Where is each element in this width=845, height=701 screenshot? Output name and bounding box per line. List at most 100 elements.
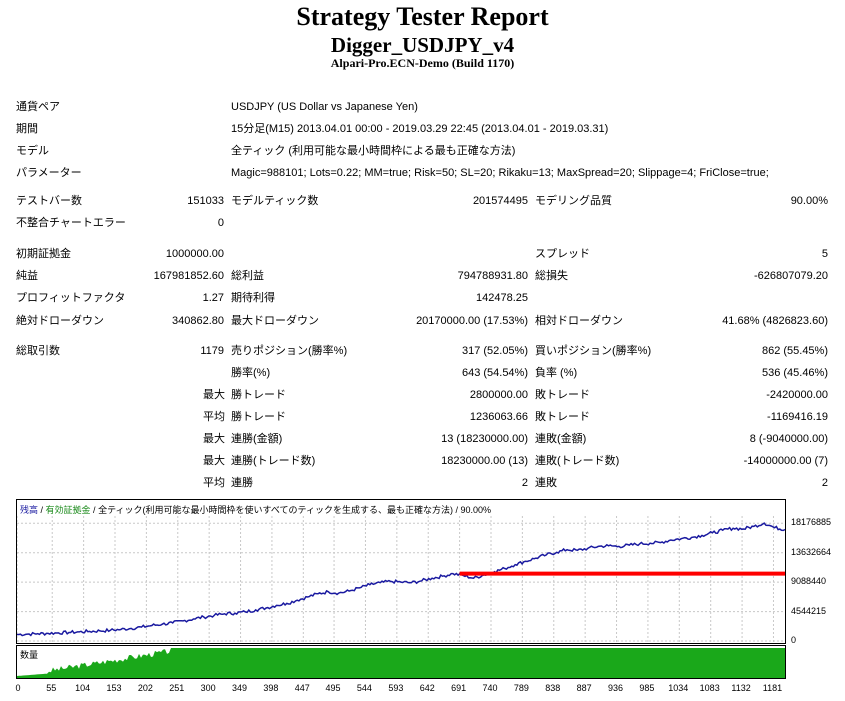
period-value: 15分足(M15) 2013.04.01 00:00 - 2019.03.29 … xyxy=(231,123,609,135)
x-tick-label: 691 xyxy=(451,683,467,693)
model-value: 全ティック (利用可能な最小時間枠による最も正確な方法) xyxy=(231,145,516,157)
report-title: Strategy Tester Report xyxy=(296,2,549,31)
x-tick-label: 495 xyxy=(325,683,341,693)
avg-win-value: 1236063.66 xyxy=(469,411,528,423)
long-label: 買いポジション(勝率%) xyxy=(535,345,652,357)
y-tick-label: 9088440 xyxy=(791,576,827,587)
max-consec-loss-value: -14000000.00 (7) xyxy=(743,455,828,467)
max-dd-label: 最大ドローダウン xyxy=(231,315,319,327)
x-tick-label: 55 xyxy=(46,683,57,693)
max-consec-wins-label: 連勝(金額) xyxy=(231,433,283,445)
legend-equity: 有効証拠金 xyxy=(45,505,91,515)
volume-chart: 数量 xyxy=(16,645,786,679)
avg-win-label: 勝トレード xyxy=(231,411,286,423)
max-consec-profit-label: 連勝(トレード数) xyxy=(231,455,316,467)
x-tick-label: 642 xyxy=(419,683,435,693)
y-tick-label: 13632664 xyxy=(791,546,832,557)
model-label: モデル xyxy=(16,145,49,157)
net-label: 純益 xyxy=(16,270,38,282)
y-tick-label: 18176885 xyxy=(791,517,832,528)
max-consec-wins-value: 13 (18230000.00) xyxy=(441,433,528,445)
x-tick-label: 153 xyxy=(106,683,122,693)
win-label: 勝率(%) xyxy=(231,367,271,379)
max-consec-loss-label: 連敗(トレード数) xyxy=(535,455,620,467)
x-tick-label: 985 xyxy=(639,683,655,693)
ticks-value: 201574495 xyxy=(472,195,528,207)
symbol-label: 通貨ペア xyxy=(16,101,60,113)
largest-win-value: 2800000.00 xyxy=(469,389,528,401)
bars-label: テストバー数 xyxy=(16,195,82,207)
abs-dd-label: 絶対ドローダウン xyxy=(16,315,104,327)
avg-loss-label: 敗トレード xyxy=(535,411,590,423)
pf-value: 1.27 xyxy=(202,292,224,304)
expected-label: 期待利得 xyxy=(231,292,275,304)
max-word: 最大 xyxy=(203,433,225,445)
gross-profit-label: 総利益 xyxy=(231,270,264,282)
max-consec-losses-label: 連敗(金額) xyxy=(535,433,587,445)
deposit-label: 初期証拠金 xyxy=(16,248,71,260)
x-tick-label: 838 xyxy=(545,683,561,693)
avg-word: 平均 xyxy=(203,477,225,489)
legend-balance: 残高 xyxy=(20,505,39,515)
total-label: 総取引数 xyxy=(16,345,60,357)
x-tick-label: 789 xyxy=(513,683,529,693)
avg-loss-value: -1169416.19 xyxy=(767,411,828,423)
x-tick-label: 1083 xyxy=(699,683,720,693)
total-value: 1179 xyxy=(200,345,224,357)
rel-dd-label: 相対ドローダウン xyxy=(535,315,623,327)
x-tick-label: 887 xyxy=(576,683,592,693)
net-value: 167981852.60 xyxy=(153,270,224,282)
legend-sep: / xyxy=(453,505,461,515)
pf-label: プロフィットファクタ xyxy=(16,292,126,304)
max-word: 最大 xyxy=(203,455,225,467)
gross-profit-value: 794788931.80 xyxy=(457,270,528,282)
grid xyxy=(17,516,785,643)
balance-line xyxy=(17,522,785,637)
largest-win-label: 勝トレード xyxy=(231,389,286,401)
quality-value: 90.00% xyxy=(790,195,828,207)
period-label: 期間 xyxy=(16,123,38,135)
legend-quality: 90.00% xyxy=(460,505,492,515)
params-label: パラメーター xyxy=(16,167,82,179)
abs-dd-value: 340862.80 xyxy=(172,315,224,327)
gross-loss-label: 総損失 xyxy=(535,270,568,282)
x-tick-label: 202 xyxy=(137,683,153,693)
max-word: 最大 xyxy=(203,389,225,401)
volume-chart-svg xyxy=(17,648,785,678)
x-tick-label: 349 xyxy=(232,683,248,693)
avg-consec-wins-label: 連勝 xyxy=(231,477,253,489)
x-tick-label: 447 xyxy=(294,683,310,693)
x-tick-label: 1132 xyxy=(731,683,751,693)
avg-consec-wins-value: 2 xyxy=(521,477,528,489)
chart-legend: 残高 / 有効証拠金 / 全ティック(利用可能な最小時間枠を使いすべてのティック… xyxy=(20,503,491,516)
loss-label: 負率 (%) xyxy=(535,367,578,379)
win-value: 643 (54.54%) xyxy=(461,367,528,379)
expected-value: 142478.25 xyxy=(476,292,528,304)
avg-consec-losses-label: 連敗 xyxy=(535,477,557,489)
max-consec-losses-value: 8 (-9040000.00) xyxy=(749,433,828,445)
short-label: 売りポジション(勝率%) xyxy=(231,345,348,357)
volume-area xyxy=(17,648,785,678)
x-tick-label: 300 xyxy=(200,683,216,693)
deposit-value: 1000000.00 xyxy=(165,248,224,260)
y-tick-label: 4544215 xyxy=(791,605,827,616)
largest-loss-value: -2420000.00 xyxy=(766,389,828,401)
x-tick-label: 104 xyxy=(75,683,91,693)
server-name: Alpari-Pro.ECN-Demo (Build 1170) xyxy=(330,56,515,70)
x-tick-label: 740 xyxy=(482,683,498,693)
x-tick-label: 1034 xyxy=(668,683,689,693)
x-tick-label: 0 xyxy=(15,683,21,693)
volume-legend: 数量 xyxy=(20,650,39,660)
avg-word: 平均 xyxy=(203,411,225,423)
ticks-label: モデルティック数 xyxy=(231,195,319,207)
mismatch-label: 不整合チャートエラー xyxy=(16,217,126,229)
avg-consec-losses-value: 2 xyxy=(821,477,828,489)
params-value: Magic=988101; Lots=0.22; MM=true; Risk=5… xyxy=(231,167,769,179)
x-tick-label: 398 xyxy=(263,683,279,693)
quality-label: モデリング品質 xyxy=(535,195,612,207)
x-tick-label: 936 xyxy=(608,683,624,693)
largest-loss-label: 敗トレード xyxy=(535,389,590,401)
gross-loss-value: -626807079.20 xyxy=(753,270,828,282)
spread-value: 5 xyxy=(821,248,828,260)
x-tick-label: 544 xyxy=(356,683,372,693)
